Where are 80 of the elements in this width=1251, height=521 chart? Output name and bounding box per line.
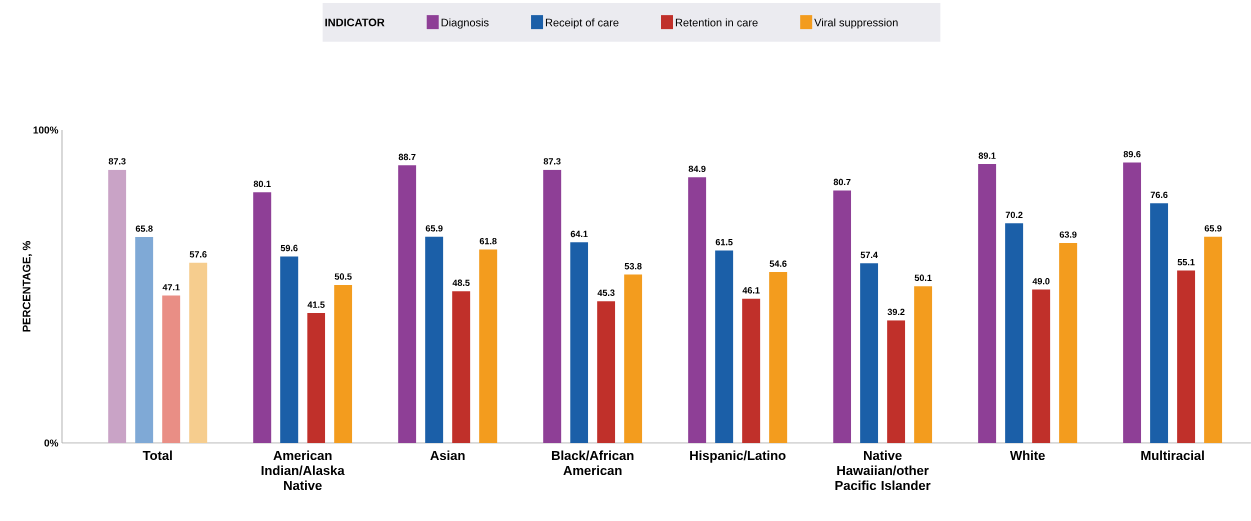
- bar: [162, 295, 181, 443]
- data-label: 64.1: [570, 230, 588, 238]
- bar: [833, 190, 852, 443]
- bar: [543, 169, 562, 443]
- data-label: 47.1: [162, 284, 180, 291]
- data-label: 50.5: [334, 273, 352, 280]
- bar: [189, 262, 208, 443]
- x-tick-label: Native Hawaiian/other Pacific Islander: [835, 450, 931, 491]
- data-label: 46.1: [742, 287, 760, 294]
- bar: [688, 177, 707, 443]
- bar: [887, 320, 906, 443]
- data-label: 54.6: [769, 260, 787, 267]
- bar: [108, 169, 127, 443]
- data-label: 50.1: [914, 274, 932, 281]
- bar: [715, 250, 734, 443]
- data-label: 63.9: [1059, 231, 1077, 238]
- data-label: 61.5: [715, 238, 733, 246]
- data-label: 87.3: [543, 158, 561, 165]
- data-label: 41.5: [307, 301, 325, 308]
- y-tick-label: 0%: [44, 439, 59, 447]
- legend-title: INDICATOR: [325, 18, 385, 27]
- data-label: 84.9: [688, 165, 706, 173]
- bar: [135, 237, 154, 443]
- data-label: 89.1: [978, 152, 996, 159]
- bar: [1177, 270, 1196, 443]
- data-label: 45.3: [597, 289, 615, 296]
- data-label: 53.8: [624, 263, 642, 270]
- legend-label: Retention in care: [675, 18, 758, 27]
- bar: [1005, 223, 1024, 443]
- bar: [1059, 242, 1078, 443]
- data-label: 61.8: [479, 237, 497, 245]
- x-tick-label: White: [1009, 450, 1045, 461]
- bar: [1204, 236, 1223, 443]
- x-tick-label: Multiracial: [1141, 450, 1204, 461]
- bar: [597, 301, 616, 443]
- data-label: 59.6: [280, 244, 298, 252]
- legend-label: Viral suppression: [814, 18, 898, 29]
- y-axis-title: PERCENTAGE, %: [22, 241, 33, 332]
- bar: [914, 286, 933, 443]
- legend-label: Receipt of care: [545, 18, 619, 29]
- data-label: 49.0: [1032, 278, 1050, 285]
- legend-label: Diagnosis: [441, 18, 489, 29]
- x-tick-label: American Indian/Alaska Native: [261, 450, 345, 491]
- data-label: 55.1: [1177, 259, 1195, 266]
- bar: [1150, 203, 1169, 443]
- bar: [570, 242, 589, 443]
- x-tick-label: Total: [142, 450, 172, 461]
- data-label: 80.1: [253, 180, 271, 188]
- bar: [452, 291, 471, 443]
- x-tick-label: Asian: [430, 450, 465, 461]
- data-label: 87.3: [108, 158, 126, 165]
- data-label: 65.9: [1204, 225, 1222, 232]
- data-label: 57.6: [189, 251, 207, 258]
- data-label: 80.7: [833, 178, 851, 186]
- bar: [479, 249, 498, 443]
- data-label: 65.8: [135, 225, 153, 232]
- data-label: 57.4: [860, 251, 878, 259]
- data-label: 65.9: [425, 225, 443, 232]
- data-label: 39.2: [887, 308, 905, 316]
- x-tick-label: Hispanic/Latino: [690, 450, 786, 463]
- bar: [280, 256, 299, 443]
- bar: [253, 192, 272, 443]
- bar: [334, 284, 353, 443]
- x-tick-label: Black/African American: [551, 450, 634, 476]
- bar: [307, 313, 326, 443]
- bar: [860, 263, 879, 443]
- data-label: 89.6: [1123, 150, 1141, 158]
- bar: [978, 164, 997, 443]
- bar: [425, 236, 444, 443]
- bar: [769, 272, 788, 443]
- bar: [624, 274, 643, 443]
- data-label: 76.6: [1150, 191, 1168, 199]
- bar: [1123, 162, 1142, 443]
- data-label: 70.2: [1005, 211, 1023, 219]
- bar: [1032, 289, 1051, 443]
- data-label: 88.7: [398, 153, 416, 161]
- bar: [742, 298, 761, 443]
- bar: [398, 165, 417, 443]
- y-tick-label: 100%: [33, 126, 59, 134]
- data-label: 48.5: [452, 279, 470, 286]
